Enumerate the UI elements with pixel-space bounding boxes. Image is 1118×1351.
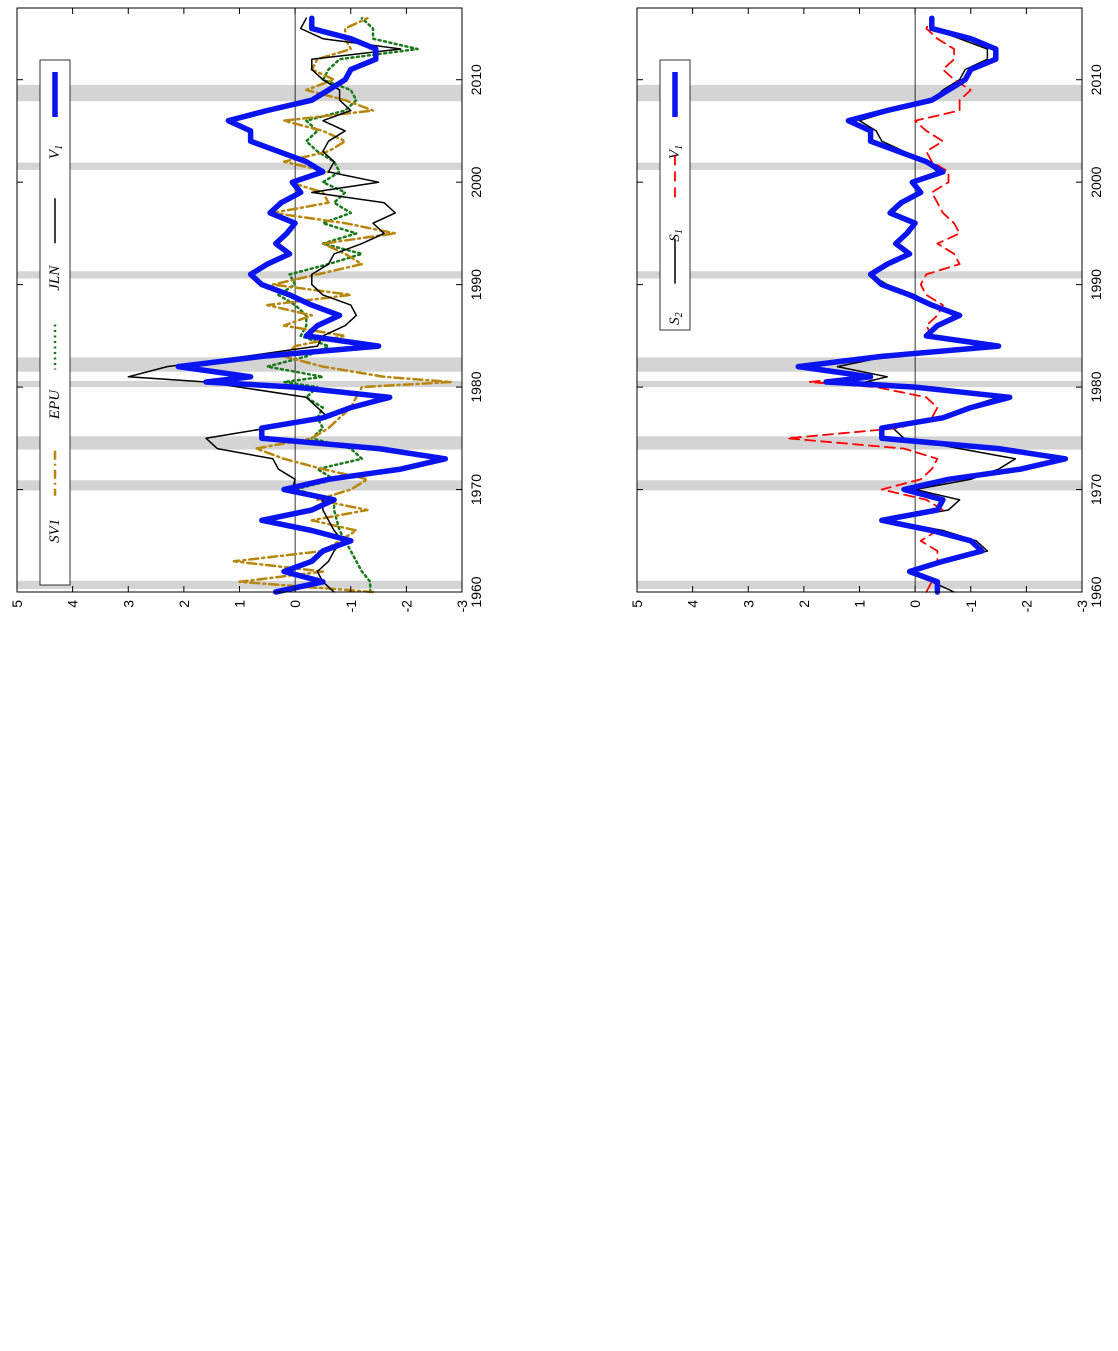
recession-band bbox=[17, 84, 462, 102]
legend-label-subscript: 2 bbox=[674, 312, 685, 317]
legend-label-subscript: 1 bbox=[54, 145, 65, 150]
recession-band bbox=[17, 357, 462, 372]
recession-band bbox=[637, 84, 1082, 102]
value-tick-label: 4 bbox=[65, 600, 81, 608]
year-tick-label: 2010 bbox=[468, 64, 484, 95]
year-tick-label: 1970 bbox=[468, 474, 484, 505]
series-v1-line bbox=[795, 15, 1069, 595]
year-tick-label: 2000 bbox=[468, 166, 484, 197]
year-tick-label: 1980 bbox=[468, 371, 484, 402]
value-tick-label: -3 bbox=[1074, 600, 1090, 613]
value-tick-label: 0 bbox=[287, 600, 303, 608]
legend-label: JLN bbox=[47, 265, 63, 291]
recession-band bbox=[17, 271, 462, 279]
value-tick-label: 3 bbox=[740, 600, 756, 608]
value-tick-label: 2 bbox=[796, 600, 812, 608]
value-tick-label: -2 bbox=[1018, 600, 1034, 613]
value-tick-label: 3 bbox=[120, 600, 136, 608]
year-tick-label: 1960 bbox=[1088, 576, 1104, 607]
year-tick-label: 1980 bbox=[1088, 371, 1104, 402]
recession-band bbox=[17, 162, 462, 170]
recession-band bbox=[17, 580, 462, 589]
series-s1-line bbox=[786, 17, 989, 593]
recession-band bbox=[637, 271, 1082, 279]
value-tick-label: 5 bbox=[629, 600, 645, 608]
value-tick-label: 2 bbox=[176, 600, 192, 608]
year-tick-label: 2000 bbox=[1088, 166, 1104, 197]
year-tick-label: 1990 bbox=[468, 269, 484, 300]
recession-band bbox=[17, 480, 462, 491]
recession-band bbox=[637, 436, 1082, 450]
value-tick-label: -2 bbox=[398, 600, 414, 613]
value-tick-label: 5 bbox=[9, 600, 25, 608]
recession-band bbox=[637, 162, 1082, 170]
year-tick-label: 1970 bbox=[1088, 474, 1104, 505]
value-tick-label: 0 bbox=[907, 600, 923, 608]
series-jln-line bbox=[127, 17, 402, 593]
value-tick-label: 1 bbox=[232, 600, 248, 608]
value-tick-label: -1 bbox=[963, 600, 979, 613]
series-sv1-line bbox=[232, 16, 453, 594]
recession-band bbox=[637, 357, 1082, 372]
legend-label-subscript: 1 bbox=[674, 229, 685, 234]
year-tick-label: 1960 bbox=[468, 576, 484, 607]
value-tick-label: 4 bbox=[685, 600, 701, 608]
recession-band bbox=[637, 580, 1082, 589]
value-tick-label: -3 bbox=[454, 600, 470, 613]
legend-label: SV1 bbox=[47, 519, 63, 543]
recession-band bbox=[637, 480, 1082, 491]
legend-label-subscript: 1 bbox=[674, 145, 685, 150]
value-tick-label: 1 bbox=[852, 600, 868, 608]
value-tick-label: -1 bbox=[343, 600, 359, 613]
legend-box bbox=[39, 59, 71, 586]
recession-band bbox=[17, 436, 462, 450]
series-v1-line bbox=[175, 15, 449, 595]
year-tick-label: 1990 bbox=[1088, 269, 1104, 300]
legend-label: EPU bbox=[47, 389, 63, 420]
year-tick-label: 2010 bbox=[1088, 64, 1104, 95]
top-panel: 5 4 3 2 1 0 -1 -2 -3196019701980199020002010V1JL… bbox=[9, 7, 484, 613]
